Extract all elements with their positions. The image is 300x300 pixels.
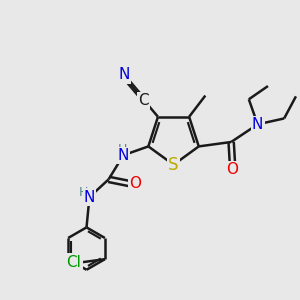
Text: S: S: [168, 156, 179, 174]
Text: H: H: [78, 186, 88, 199]
Text: N: N: [118, 68, 130, 82]
Text: Cl: Cl: [67, 255, 81, 270]
Text: H: H: [118, 143, 128, 156]
Text: O: O: [226, 163, 238, 178]
Text: N: N: [118, 148, 129, 163]
Text: N: N: [252, 117, 263, 132]
Text: C: C: [138, 93, 148, 108]
Text: N: N: [84, 190, 95, 205]
Text: O: O: [129, 176, 141, 191]
